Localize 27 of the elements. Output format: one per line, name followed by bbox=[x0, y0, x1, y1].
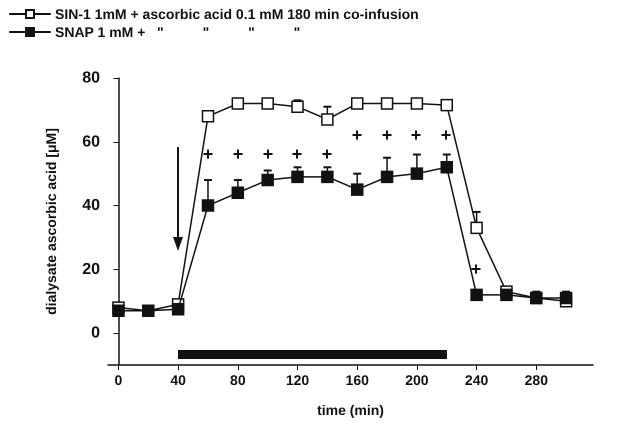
x-tick-label: 200 bbox=[405, 372, 429, 388]
annotation: + bbox=[470, 259, 482, 279]
y-tick-label: 80 bbox=[82, 70, 100, 86]
x-tick-label: 280 bbox=[524, 372, 548, 388]
y-tick-label: 0 bbox=[91, 324, 100, 342]
legend-label: SNAP 1 mM + " " " " bbox=[55, 24, 300, 40]
annotation: + bbox=[322, 144, 332, 164]
y-tick-label: 40 bbox=[82, 197, 100, 214]
annotation: + bbox=[292, 144, 302, 164]
legend-label: SIN-1 1mM + ascorbic acid 0.1 mM 180 min co-infusion bbox=[55, 6, 419, 22]
x-tick-label: 0 bbox=[114, 372, 123, 388]
annotation: + bbox=[440, 125, 452, 145]
x-tick-label: 240 bbox=[464, 372, 488, 388]
y-tick-label: 20 bbox=[82, 260, 100, 278]
annotation: + bbox=[202, 144, 214, 164]
annotation: + bbox=[262, 144, 274, 164]
x-tick-label: 40 bbox=[170, 372, 186, 388]
y-tick-label: 60 bbox=[82, 133, 100, 150]
x-tick-label: 160 bbox=[346, 372, 370, 388]
x-tick-label: 120 bbox=[286, 372, 310, 388]
annotation: + bbox=[352, 125, 362, 145]
x-axis-title: time (min) bbox=[317, 402, 384, 418]
x-tick-label: 80 bbox=[230, 372, 246, 388]
annotation: + bbox=[410, 125, 422, 145]
y-axis-title: dialysate ascorbic acid [μM] bbox=[43, 128, 59, 315]
annotation: + bbox=[232, 144, 244, 164]
annotation: + bbox=[382, 125, 392, 145]
